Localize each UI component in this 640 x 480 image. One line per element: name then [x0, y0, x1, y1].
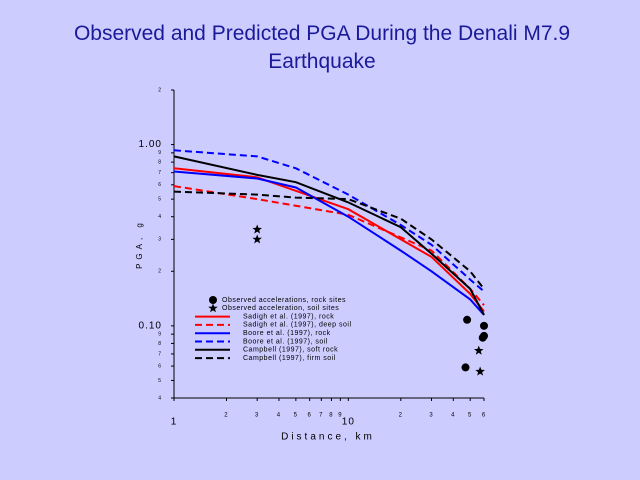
y-tick-label: 2	[158, 269, 162, 275]
y-tick-label: 4	[158, 395, 162, 401]
legend-marker	[209, 296, 217, 304]
data-point	[252, 234, 262, 244]
legend-label: Boore et al. (1997), rock	[243, 330, 331, 337]
y-tick-label: 7	[158, 170, 162, 176]
legend-marker	[208, 303, 218, 313]
y-tick-label: 3	[158, 237, 162, 243]
y-tick-label: 6	[158, 182, 162, 188]
data-point	[478, 333, 487, 342]
x-tick-label: 4	[451, 413, 455, 419]
x-tick-label: 9	[338, 413, 342, 419]
x-tick-label: 7	[319, 413, 323, 419]
data-point	[463, 315, 472, 324]
y-tick-label: 8	[158, 159, 162, 165]
data-point	[475, 366, 485, 376]
data-point	[461, 363, 470, 372]
x-tick-label: 5	[468, 413, 472, 419]
data-point	[474, 345, 484, 355]
y-tick-label: 9	[158, 331, 162, 337]
y-tick-label: 1.00	[139, 139, 162, 150]
x-tick-label: 1	[171, 417, 178, 428]
legend-label: Observed acceleration, soil sites	[222, 305, 339, 312]
y-tick-label: 7	[158, 351, 162, 357]
legend-label: Sadigh et al. (1997), deep soil	[243, 322, 352, 329]
y-tick-label: 9	[158, 150, 162, 156]
y-tick-label: 5	[158, 378, 162, 384]
legend-label: Boore et al. (1997), soil	[243, 338, 328, 345]
x-tick-label: 6	[307, 413, 311, 419]
y-tick-label: 2	[158, 87, 162, 93]
x-tick-label: 5	[294, 413, 298, 419]
legend-label: Sadigh et al. (1997), rock	[243, 313, 334, 320]
y-tick-label: 4	[158, 214, 162, 220]
x-tick-label: 10	[342, 417, 355, 428]
y-axis-label: PGA, g	[135, 219, 144, 269]
x-tick-label: 3	[255, 413, 259, 419]
data-line	[173, 149, 485, 293]
legend-label: Observed accelerations, rock sites	[222, 297, 346, 304]
x-tick-label: 2	[399, 413, 403, 419]
x-tick-label: 3	[429, 413, 433, 419]
y-tick-label: 8	[158, 341, 162, 347]
data-point	[480, 321, 488, 330]
data-line	[173, 170, 485, 316]
data-line	[173, 190, 485, 290]
data-line	[173, 185, 485, 306]
y-tick-label: 6	[158, 363, 162, 369]
data-point	[252, 224, 262, 234]
data-line	[173, 155, 485, 316]
y-tick-label: 0.10	[139, 320, 162, 331]
x-tick-label: 6	[482, 413, 486, 419]
legend-label: Campbell (1997), soft rock	[243, 347, 338, 354]
x-tick-label: 4	[277, 413, 281, 419]
chart-title: Observed and Predicted PGA During the De…	[74, 22, 570, 73]
x-axis-label: Distance, km	[281, 432, 375, 443]
x-tick-label: 8	[329, 413, 333, 419]
x-tick-label: 2	[224, 413, 228, 419]
data-line	[173, 167, 485, 313]
legend-label: Campbell (1997), firm soil	[243, 355, 336, 362]
y-tick-label: 5	[158, 196, 162, 202]
